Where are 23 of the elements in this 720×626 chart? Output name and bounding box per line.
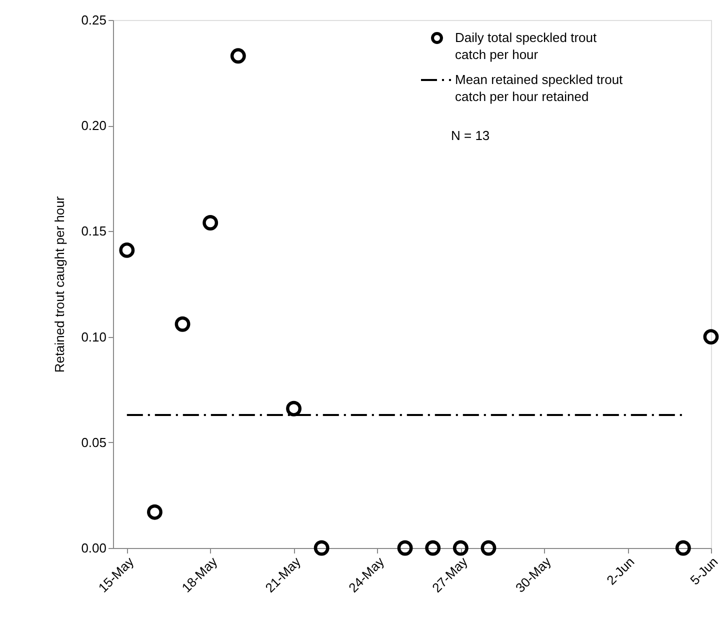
- point: [202, 215, 218, 230]
- point: [480, 540, 496, 556]
- point: [397, 540, 413, 556]
- point: [703, 329, 719, 345]
- point: [174, 316, 190, 332]
- y-tick-label: 0.10: [81, 329, 106, 344]
- point: [119, 242, 135, 258]
- legend-label: Daily total speckled trout catch per hour: [455, 30, 598, 62]
- legend-label: Mean retained speckled trout catch per hour retained: [455, 72, 624, 104]
- y-tick-label: 0.05: [81, 434, 106, 450]
- y-tick-label: 0.25: [81, 12, 106, 28]
- point: [425, 540, 441, 556]
- point: [230, 48, 246, 64]
- y-tick-label: 0.15: [81, 224, 106, 239]
- y-axis-title: Retained trout caught per hour: [52, 196, 68, 373]
- point: [675, 540, 691, 556]
- y-tick-label: 0.00: [81, 540, 106, 556]
- point: [314, 540, 330, 556]
- point: [452, 540, 468, 556]
- point: [286, 400, 302, 416]
- point: [146, 504, 162, 520]
- annotation: N = 13: [451, 128, 490, 143]
- y-tick-label: 0.20: [81, 118, 106, 134]
